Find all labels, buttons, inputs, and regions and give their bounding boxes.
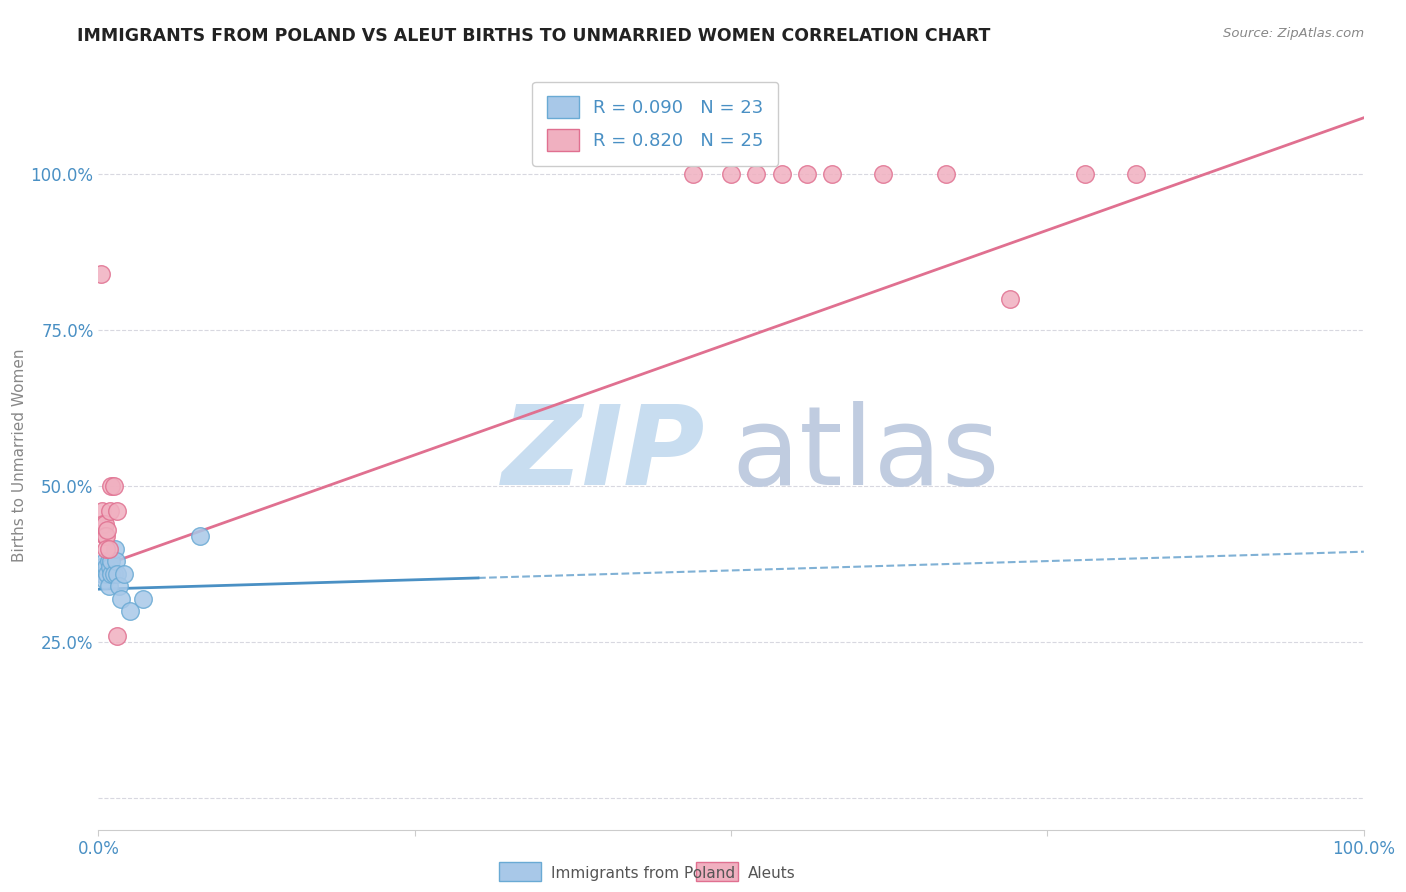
Point xyxy=(93,529,117,543)
Point xyxy=(120,604,141,618)
Text: Aleuts: Aleuts xyxy=(748,866,796,880)
Point xyxy=(93,516,115,531)
Point xyxy=(770,167,793,181)
Point xyxy=(98,504,121,518)
Point xyxy=(105,554,128,568)
Point xyxy=(107,629,129,643)
Point xyxy=(1125,167,1147,181)
Point xyxy=(682,167,704,181)
Point xyxy=(935,167,957,181)
Text: atlas: atlas xyxy=(731,401,1000,508)
Text: Immigrants from Poland: Immigrants from Poland xyxy=(551,866,735,880)
Point xyxy=(720,167,742,181)
Point xyxy=(107,579,129,593)
Y-axis label: Births to Unmarried Women: Births to Unmarried Women xyxy=(11,348,27,562)
Point xyxy=(97,554,120,568)
Point xyxy=(97,541,120,556)
Point xyxy=(104,541,127,556)
Point xyxy=(90,560,112,574)
Point xyxy=(93,566,115,581)
Point xyxy=(93,516,117,531)
Point xyxy=(796,167,818,181)
Point xyxy=(100,554,122,568)
Point xyxy=(94,541,117,556)
Point xyxy=(100,566,122,581)
Point xyxy=(93,573,117,587)
Point xyxy=(97,579,120,593)
Text: IMMIGRANTS FROM POLAND VS ALEUT BIRTHS TO UNMARRIED WOMEN CORRELATION CHART: IMMIGRANTS FROM POLAND VS ALEUT BIRTHS T… xyxy=(77,27,991,45)
Point xyxy=(96,523,118,537)
Point xyxy=(745,167,768,181)
Point xyxy=(91,504,114,518)
Point xyxy=(96,566,118,581)
Text: ZIP: ZIP xyxy=(502,401,706,508)
Point xyxy=(112,566,135,581)
Point xyxy=(998,292,1021,306)
Point xyxy=(110,591,132,606)
Point xyxy=(107,566,129,581)
Point xyxy=(188,529,211,543)
Point xyxy=(132,591,155,606)
Point xyxy=(91,560,114,574)
Point xyxy=(103,566,125,581)
Point xyxy=(93,554,117,568)
Point xyxy=(107,504,129,518)
Point xyxy=(91,566,114,581)
Point xyxy=(100,479,122,493)
Legend: R = 0.090   N = 23, R = 0.820   N = 25: R = 0.090 N = 23, R = 0.820 N = 25 xyxy=(531,82,779,166)
Point xyxy=(98,560,121,574)
Point xyxy=(94,560,117,574)
Point xyxy=(103,479,125,493)
Point xyxy=(821,167,844,181)
Point xyxy=(872,167,894,181)
Text: Source: ZipAtlas.com: Source: ZipAtlas.com xyxy=(1223,27,1364,40)
Point xyxy=(90,267,112,281)
Point xyxy=(1074,167,1097,181)
Point xyxy=(94,529,117,543)
